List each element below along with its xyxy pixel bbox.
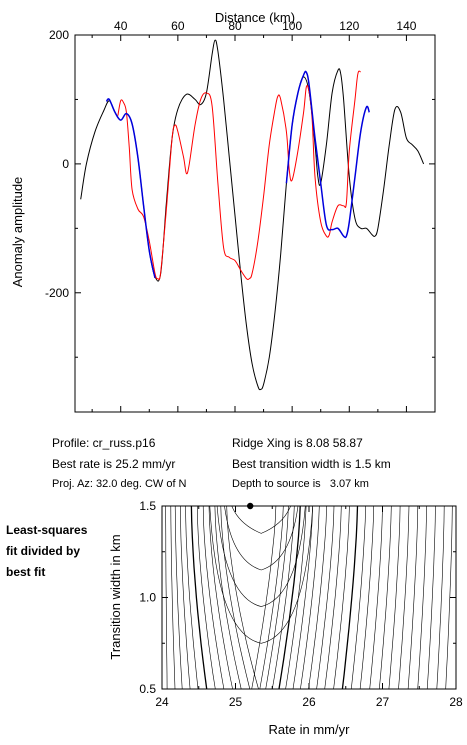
contour-line <box>369 505 383 690</box>
y-axis-label-top: Anomaly amplitude <box>10 177 25 288</box>
y-axis-label-bottom: Transition width in km <box>108 534 123 659</box>
series-line-2 <box>105 98 156 279</box>
series-line-0 <box>80 39 425 391</box>
contour-line <box>436 505 445 690</box>
contour-line <box>174 505 183 690</box>
best-rate-info: Best rate is 25.2 mm/yr <box>52 457 176 471</box>
contour-line <box>324 505 342 690</box>
x-tick-label-top: 40 <box>114 19 128 33</box>
x-tick-label: 28 <box>449 695 463 709</box>
contour-line <box>190 505 208 690</box>
x-axis-label-bottom: Rate in mm/yr <box>269 722 351 737</box>
y-tick-label: 0.5 <box>139 682 156 696</box>
top-axis-ticks: 40 60 80 100 120 140 200 0 -200 <box>45 19 436 412</box>
contour-line <box>265 505 289 690</box>
contour-line <box>208 505 233 690</box>
y-tick-label: 1.5 <box>139 499 156 513</box>
y-tick-label-left: -200 <box>45 286 69 300</box>
contour-line <box>197 505 216 690</box>
x-tick-label-top: 120 <box>339 19 359 33</box>
contour-line <box>272 505 295 690</box>
contour-line <box>398 505 410 690</box>
contour-lines <box>165 505 453 690</box>
contour-line <box>308 505 327 690</box>
series-line-1 <box>117 70 362 281</box>
contour-line <box>226 505 259 690</box>
contour-line <box>170 505 176 690</box>
y-tick-label-left: 200 <box>49 28 69 42</box>
x-axis-label-top: Distance (km) <box>215 10 295 25</box>
x-tick-label-top: 60 <box>171 19 185 33</box>
contour-line <box>379 505 392 690</box>
contour-line <box>214 505 242 690</box>
y-tick-label-left: 0 <box>62 157 69 171</box>
contour-line <box>359 505 374 690</box>
contour-line <box>231 505 291 534</box>
bottom-axis-ticks: 24 25 26 27 28 0.5 1.0 1.5 <box>139 499 463 709</box>
contour-line <box>259 505 284 690</box>
x-tick-label-top: 140 <box>396 19 416 33</box>
legend-line-1: Least-squares <box>6 523 88 537</box>
ridge-xing-info: Ridge Xing is 8.08 58.87 <box>232 436 363 450</box>
series-line-2 <box>285 70 371 239</box>
best-fit-marker <box>247 502 254 510</box>
contour-line <box>209 505 313 644</box>
contour-line <box>185 505 199 690</box>
legend-line-2: fit divided by <box>6 544 81 558</box>
anomaly-profile-chart: 40 60 80 100 120 140 200 0 -200 Distance (km) An… <box>10 10 436 413</box>
contour-line <box>251 505 277 690</box>
x-tick-label: 27 <box>376 695 390 709</box>
x-tick-label: 25 <box>229 695 243 709</box>
x-tick-label: 24 <box>155 695 169 709</box>
profile-info: Profile: cr_russ.p16 <box>52 436 156 450</box>
contour-line <box>285 505 307 690</box>
contour-line <box>333 505 350 690</box>
contour-line <box>388 505 401 690</box>
contour-line <box>216 505 306 607</box>
x-tick-label-top: 100 <box>282 19 302 33</box>
contour-line <box>351 505 366 690</box>
x-tick-label-top: 80 <box>228 19 242 33</box>
contour-line <box>180 505 191 690</box>
contour-line <box>341 505 359 690</box>
bottom-plot-frame <box>161 505 457 690</box>
best-transition-info: Best transition width is 1.5 km <box>232 457 391 471</box>
depth-info: Depth to source is 3.07 km <box>232 478 369 490</box>
contour-line <box>300 505 320 690</box>
contour-line <box>407 505 419 690</box>
contour-line <box>224 505 299 571</box>
legend-line-3: best fit <box>6 565 46 579</box>
contour-line <box>445 505 453 690</box>
proj-az-info: Proj. Az: 32.0 deg. CW of N <box>52 478 187 490</box>
x-tick-label: 26 <box>302 695 316 709</box>
least-squares-legend: Least-squares fit divided by best fit <box>6 520 87 583</box>
contour-line <box>202 505 225 690</box>
contour-line <box>417 505 427 690</box>
top-plot-frame <box>74 34 436 413</box>
contour-line <box>220 505 251 690</box>
contour-line <box>292 505 313 690</box>
y-tick-label: 1.0 <box>139 591 156 605</box>
contour-line <box>426 505 436 690</box>
contour-line <box>278 505 301 690</box>
contour-chart: 24 25 26 27 28 0.5 1.0 1.5 Rate in mm/yr Transi… <box>108 499 463 737</box>
anomaly-series <box>80 39 425 391</box>
contour-line <box>316 505 335 690</box>
